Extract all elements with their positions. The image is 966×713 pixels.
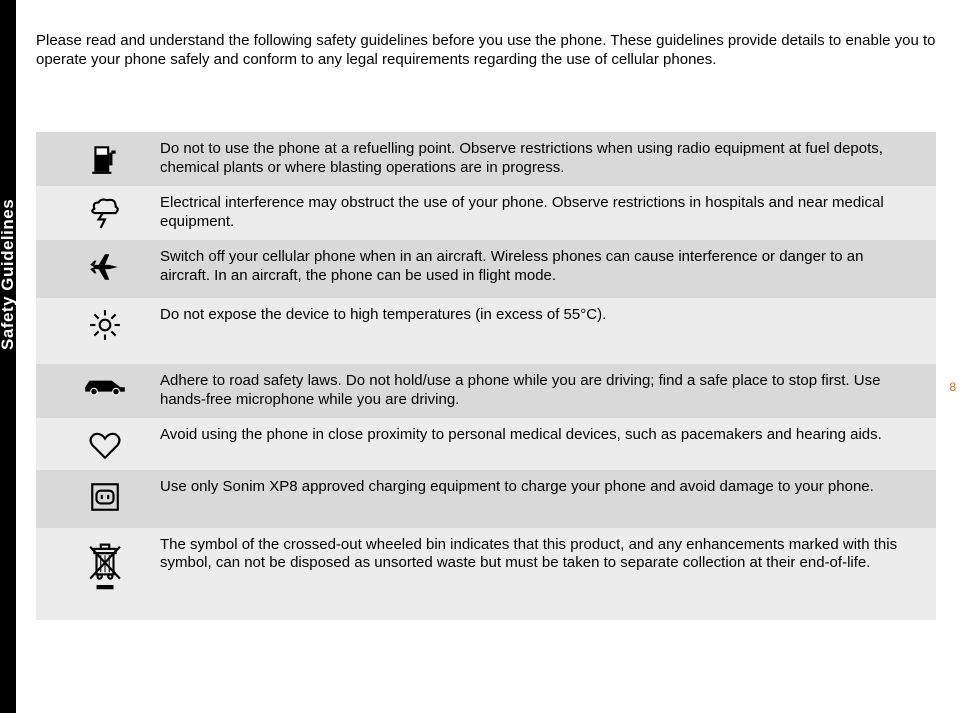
guideline-text: Electrical interference may obstruct the… (160, 194, 922, 232)
guideline-text: Switch off your cellular phone when in a… (160, 248, 922, 286)
storm-icon (88, 196, 122, 230)
guideline-icon-cell (50, 140, 160, 176)
fuel-pump-icon (88, 142, 122, 176)
sidebar-strip: Safety Guidelines (0, 0, 16, 713)
guideline-row: Do not expose the device to high tempera… (36, 298, 936, 364)
guideline-icon-cell (50, 536, 160, 598)
guideline-row: Switch off your cellular phone when in a… (36, 240, 936, 298)
guideline-icon-cell (50, 248, 160, 284)
guideline-text: Use only Sonim XP8 approved charging equ… (160, 478, 922, 497)
guideline-icon-cell (50, 372, 160, 396)
guideline-row: Use only Sonim XP8 approved charging equ… (36, 470, 936, 528)
guideline-icon-cell (50, 306, 160, 342)
outlet-icon (88, 480, 122, 514)
guideline-text: Do not expose the device to high tempera… (160, 306, 922, 325)
sidebar-title: Safety Guidelines (0, 199, 18, 350)
guideline-icon-cell (50, 478, 160, 514)
guideline-text: Do not to use the phone at a refuelling … (160, 140, 922, 178)
heart-icon (88, 428, 122, 462)
car-icon (83, 374, 127, 396)
guideline-icon-cell (50, 194, 160, 230)
guideline-icon-cell (50, 426, 160, 462)
guideline-text: Avoid using the phone in close proximity… (160, 426, 922, 445)
airplane-icon (88, 250, 122, 284)
guideline-text: Adhere to road safety laws. Do not hold/… (160, 372, 922, 410)
guideline-row: The symbol of the crossed-out wheeled bi… (36, 528, 936, 620)
weee-bin-icon (88, 538, 122, 598)
guideline-row: Electrical interference may obstruct the… (36, 186, 936, 240)
sun-icon (88, 308, 122, 342)
guideline-row: Do not to use the phone at a refuelling … (36, 132, 936, 186)
intro-paragraph: Please read and understand the following… (36, 32, 936, 70)
guideline-row: Avoid using the phone in close proximity… (36, 418, 936, 470)
page-number: 8 (949, 380, 956, 394)
guideline-row: Adhere to road safety laws. Do not hold/… (36, 364, 936, 418)
page-root: Safety Guidelines 8 Please read and unde… (0, 0, 966, 713)
guideline-text: The symbol of the crossed-out wheeled bi… (160, 536, 922, 574)
guidelines-table: Do not to use the phone at a refuelling … (36, 132, 936, 620)
